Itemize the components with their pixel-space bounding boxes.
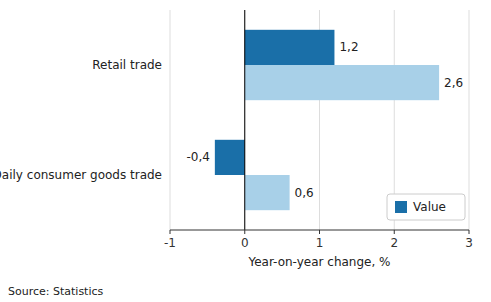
- category-label: Daily consumer goods trade: [0, 168, 162, 182]
- x-axis: -1 0 1 2 3 Year-on-year change, %: [164, 230, 473, 269]
- data-labels: 1,2 -0,4 2,6 0,6: [186, 40, 463, 199]
- source: Source: Statistics: [8, 285, 104, 298]
- legend-swatch: [395, 201, 407, 213]
- tick: [244, 230, 245, 234]
- data-label: 2,6: [444, 76, 463, 90]
- bar: [245, 175, 290, 210]
- bar: [245, 30, 335, 65]
- tick-label: 2: [390, 236, 398, 250]
- tick-label: 0: [241, 236, 249, 250]
- tick: [319, 230, 320, 234]
- grid-line: [244, 10, 245, 230]
- grid-line: [469, 10, 470, 230]
- tick: [394, 230, 395, 234]
- bar: [215, 140, 245, 175]
- axis-title: Year-on-year change, %: [247, 255, 390, 269]
- category-label: Retail trade: [92, 58, 162, 72]
- data-label: -0,4: [186, 150, 209, 164]
- tick-label: 3: [465, 236, 473, 250]
- data-label: 0,6: [295, 186, 314, 200]
- legend: Value: [387, 194, 465, 220]
- grid-line: [170, 10, 171, 230]
- y-axis: Retail trade Daily consumer goods trade: [0, 58, 162, 182]
- tick-label: -1: [164, 236, 176, 250]
- tick: [469, 230, 470, 234]
- legend-box: [387, 194, 465, 220]
- zero-line: [244, 10, 245, 230]
- grid: [170, 10, 469, 230]
- tick-label: 1: [316, 236, 324, 250]
- chart: 1,2 -0,4 2,6 0,6 -1 0 1 2 3 Year-on-year change, …: [0, 0, 491, 302]
- data-label: 1,2: [339, 40, 358, 54]
- bar: [245, 65, 439, 100]
- legend-label: Value: [413, 200, 446, 214]
- bars: [215, 30, 439, 210]
- tick: [170, 230, 171, 234]
